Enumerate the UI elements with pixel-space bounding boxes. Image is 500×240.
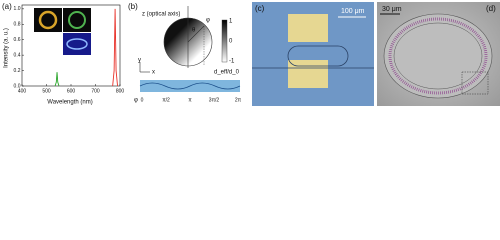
micrograph <box>252 2 374 106</box>
sphere-diagram <box>139 6 241 92</box>
micrograph <box>377 2 500 106</box>
angle-label: θ <box>192 28 196 34</box>
colorbar-title: d_eff/d_0 <box>214 70 240 76</box>
axis-label: z (optical axis) <box>142 12 180 18</box>
x-tick-label: 400 <box>18 88 27 94</box>
strip-tick-label: 3π/2 <box>209 97 220 103</box>
x-axis-label: Wavelength (nm) <box>47 100 92 106</box>
spectrum-line <box>112 8 118 87</box>
strip-tick-label: π <box>188 97 192 103</box>
figure: (a) Intensity (a. u.) Wavelength (nm) (b… <box>2 2 500 106</box>
y-tick-label: 0.6 <box>14 37 21 43</box>
panel-label: (b) <box>128 2 138 11</box>
strip-tick-label: 2π <box>235 97 242 103</box>
x-tick-label: 600 <box>67 88 76 94</box>
axis-label: y <box>138 58 141 64</box>
y-tick-label: 0.4 <box>14 52 21 58</box>
scale-bar-label: 30 μm <box>382 6 402 13</box>
spectrum-line <box>54 72 60 87</box>
axis-label: φ <box>134 98 138 104</box>
axis-label: x <box>152 70 155 76</box>
colorbar-label: 1 <box>229 19 233 25</box>
panel-label: (a) <box>2 2 12 11</box>
x-tick-label: 700 <box>91 88 100 94</box>
y-axis-label: Intensity (a. u.) <box>4 28 10 68</box>
y-tick-label: 0.2 <box>14 68 21 74</box>
panel-label: (c) <box>255 4 265 13</box>
x-tick-label: 500 <box>42 88 51 94</box>
colorbar-label: -1 <box>229 59 235 65</box>
inset-images <box>34 8 91 55</box>
panel-label: (d) <box>486 4 496 13</box>
y-tick-label: 0.8 <box>14 22 21 28</box>
scale-bar-label: 100 μm <box>341 8 365 15</box>
y-tick-label: 0.0 <box>14 83 21 89</box>
strip-ticks: 0 π/2 π 3π/2 2π <box>141 97 242 103</box>
angle-label: φ <box>206 18 210 24</box>
y-tick-label: 1.0 <box>14 6 21 12</box>
colorbar-label: 0 <box>229 39 233 45</box>
strip-tick-label: 0 <box>141 97 144 103</box>
x-tick-label: 800 <box>116 88 125 94</box>
strip-tick-label: π/2 <box>162 97 170 103</box>
